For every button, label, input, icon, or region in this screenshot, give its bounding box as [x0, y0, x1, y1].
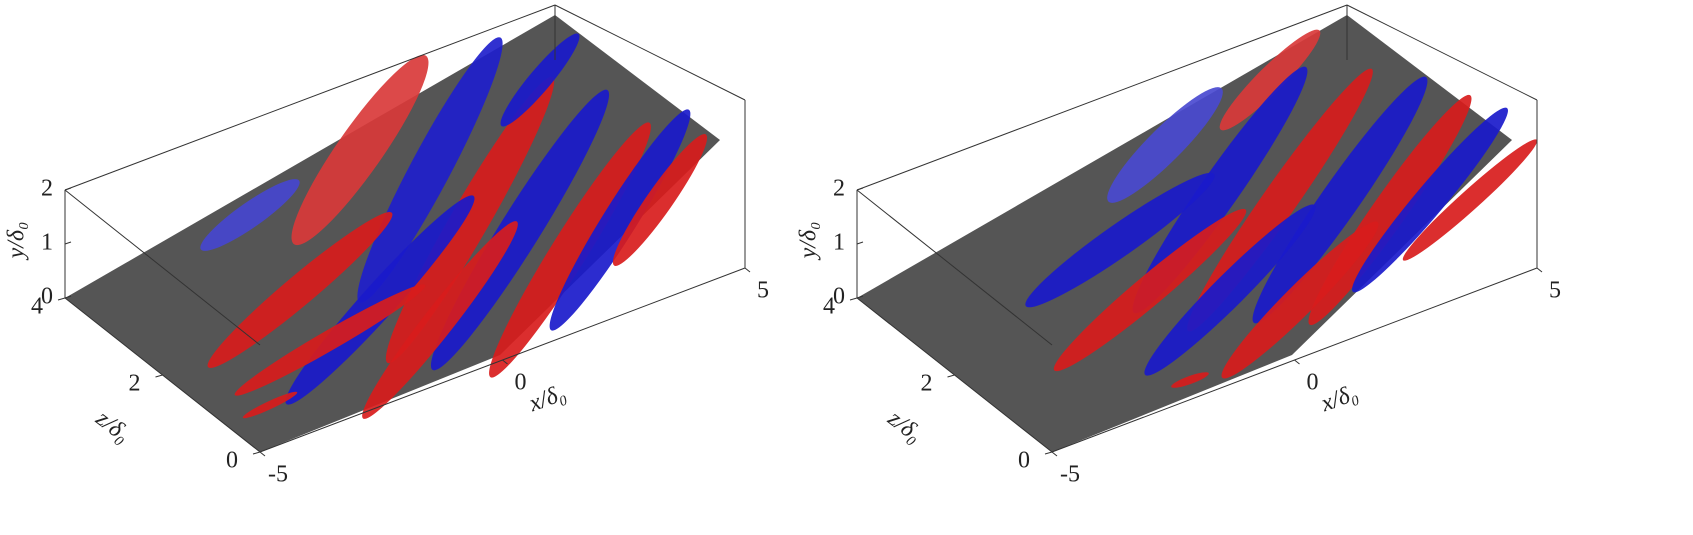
z-tick-label: 2 [129, 371, 141, 397]
x-tick [744, 267, 751, 273]
panel: 0 1 2 y/δ₀ 0 2 4 z/δ₀ -5 0 5 x/δ₀ [796, 4, 1561, 488]
box-edge [1346, 4, 1538, 101]
y-tick-label: 0 [833, 284, 845, 310]
vortex-structure [489, 122, 651, 378]
x-axis-label: x/δ₀ [525, 380, 569, 417]
vortex-structure [1171, 372, 1209, 388]
x-tick [502, 359, 508, 365]
box-edge [64, 4, 556, 191]
x-tick-label: -5 [1060, 462, 1080, 488]
vortex-structure [500, 33, 580, 127]
y-tick [64, 187, 72, 191]
vortex-structure [1144, 204, 1316, 376]
z-tick [155, 374, 163, 378]
vortex-structure [1402, 139, 1538, 261]
vortex-structure [357, 37, 503, 303]
y-tick-label: 2 [41, 176, 53, 202]
vortex-structure [1053, 208, 1247, 372]
y-axis-label: y/δ₀ [796, 222, 822, 261]
vortex-structure [1352, 107, 1508, 293]
z-axis-label: z/δ₀ [882, 405, 927, 448]
y-tick [64, 241, 72, 245]
x-tick [1051, 451, 1058, 457]
y-tick-label: 1 [41, 230, 53, 256]
y-tick [64, 295, 72, 299]
x-axis-label: x/δ₀ [1317, 380, 1361, 417]
x-tick [259, 451, 266, 457]
x-tick-label: 0 [1307, 370, 1319, 396]
vortex-structure [1252, 76, 1428, 324]
y-tick [856, 295, 864, 299]
x-tick-label: -5 [268, 462, 288, 488]
z-tick [57, 297, 66, 301]
vortex-structure [291, 54, 429, 246]
y-tick-label: 0 [41, 284, 53, 310]
y-tick-label: 1 [833, 230, 845, 256]
vortex-structure [612, 134, 708, 266]
z-tick-label: 4 [823, 294, 835, 320]
panel: 0 1 2 y/δ₀ 0 2 4 z/δ₀ -5 0 5 x/δ₀ [4, 4, 769, 488]
vortex-structure [242, 391, 298, 419]
vortex-structure [1107, 87, 1223, 203]
vortex-structure [362, 221, 518, 419]
z-tick [849, 297, 858, 301]
x-tick-label: 0 [515, 370, 527, 396]
z-tick-label: 4 [31, 294, 43, 320]
vortex-structure [200, 179, 300, 251]
box-edge [554, 4, 746, 101]
vortex-structure [430, 89, 610, 371]
box-edge [64, 189, 261, 346]
vortex-structure [1025, 172, 1215, 308]
box-edge [856, 189, 1053, 346]
vortex-structure [385, 76, 555, 364]
z-axis-label: z/δ₀ [90, 405, 135, 448]
x-tick [1294, 359, 1300, 365]
x-tick-label: 5 [757, 278, 769, 304]
y-axis-label: y/δ₀ [4, 222, 30, 261]
vortex-structure [549, 109, 691, 331]
vortex-structure [207, 212, 393, 368]
z-tick [1044, 451, 1053, 455]
z-tick-label: 2 [921, 371, 933, 397]
vortex-structure [234, 284, 426, 396]
y-tick-label: 2 [833, 176, 845, 202]
z-tick [252, 451, 261, 455]
z-tick-label: 0 [226, 448, 238, 474]
x-tick-label: 5 [1549, 278, 1561, 304]
vortex-structure [1219, 29, 1321, 131]
x-tick [1536, 267, 1543, 273]
y-tick [856, 241, 864, 245]
box-edge [856, 4, 1348, 191]
vortex-structure [285, 195, 475, 405]
vortex-structure [1221, 221, 1379, 379]
z-tick [947, 374, 955, 378]
y-tick [856, 187, 864, 191]
z-tick-label: 0 [1018, 448, 1030, 474]
